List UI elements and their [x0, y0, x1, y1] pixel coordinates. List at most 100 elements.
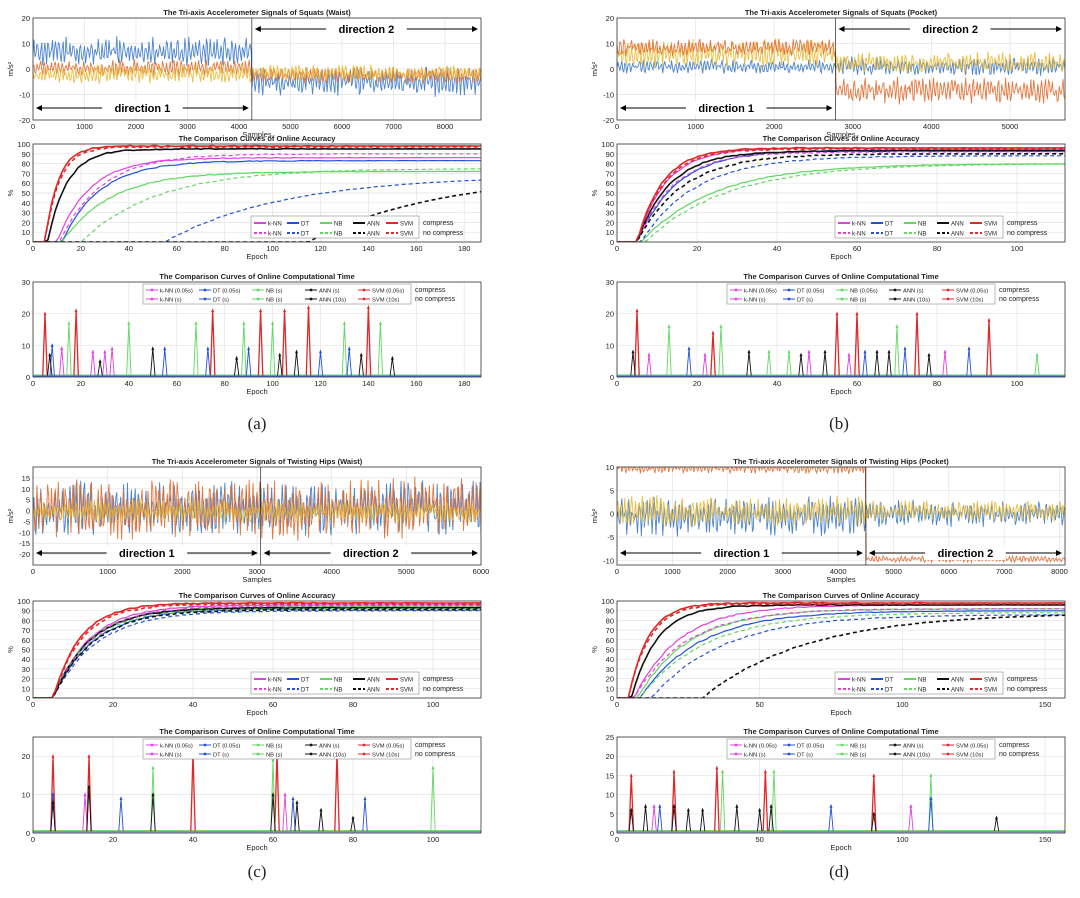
signal-chart-ylabel: m/s²	[6, 61, 15, 76]
accuracy-series-SVM no compress	[33, 145, 481, 242]
direction-2-arrow-head-left	[254, 26, 261, 32]
time-legend-marker	[946, 297, 950, 301]
time-spike-marker-ANN	[735, 803, 739, 808]
signal-chart-xtick-label: 4000	[231, 122, 248, 131]
accuracy-chart-frame	[616, 600, 1066, 699]
time-spike-marker-NB	[271, 757, 275, 762]
time-legend-label: SVM (0.05s)	[956, 743, 988, 749]
time-spike-marker-ANN	[672, 803, 676, 808]
time-chart-xtick-label: 40	[125, 379, 133, 388]
time-legend-label: SVM (0.05s)	[372, 743, 404, 749]
time-spike-marker-DT	[119, 796, 123, 801]
accuracy-legend-compress: compress	[1007, 676, 1038, 683]
time-legend-label: k-NN (s)	[160, 752, 182, 758]
accuracy-chart-ytick-label: 20	[22, 675, 30, 684]
direction-1-arrow-head-right	[826, 105, 833, 111]
signal-chart-title: The Tri-axis Accelerometer Signals of Tw…	[152, 457, 363, 466]
accuracy-chart-ytick-label: 90	[606, 150, 614, 159]
time-spike-marker-ANN	[235, 355, 239, 360]
accuracy-chart-ytick-label: 80	[22, 616, 30, 625]
direction-2-arrow-head-left	[868, 550, 875, 556]
time-spike-marker-ANN	[295, 349, 299, 354]
accuracy-series-k-NN no compress	[617, 608, 1065, 698]
time-spike-marker-DT	[687, 346, 691, 351]
accuracy-series-SVM compress	[33, 144, 481, 242]
accuracy-series-ANN compress	[33, 606, 481, 698]
accuracy-chart-xtick-label: 120	[314, 244, 327, 253]
time-legend-label: NB (s)	[850, 297, 866, 303]
accuracy-chart-ytick-label: 10	[22, 228, 30, 237]
accuracy-legend-label: NB	[918, 688, 926, 694]
accuracy-legend-compress: compress	[423, 220, 454, 227]
time-chart-title: The Comparison Curves of Online Computat…	[159, 727, 354, 736]
accuracy-legend-label: NB	[918, 222, 926, 228]
time-spike-marker-k-NN	[943, 349, 947, 354]
time-spike-marker-NB	[342, 320, 346, 325]
accuracy-chart-ylabel: %	[6, 646, 15, 653]
accuracy-chart-series-group	[33, 144, 481, 242]
accuracy-series-ANN no compress	[33, 190, 481, 242]
time-legend-marker	[893, 297, 897, 301]
time-spike-marker-SVM	[211, 308, 215, 313]
time-legend-label: DT (0.05s)	[213, 743, 240, 749]
time-legend-label: NB (s)	[266, 288, 282, 294]
accuracy-legend-label: NB	[334, 678, 342, 684]
accuracy-legend-label: SVM	[984, 678, 997, 684]
signal-chart-title: The Tri-axis Accelerometer Signals of Sq…	[745, 8, 938, 17]
accuracy-chart-ytick-label: 70	[22, 169, 30, 178]
time-legend: k-NN (0.05s) DT (0.05s) NB (s) ANN (s) SVM (…	[142, 738, 456, 760]
time-spike-marker-k-NN	[60, 346, 64, 351]
direction-1-arrow-head-left	[36, 105, 42, 111]
time-legend-label: NB (s)	[850, 752, 866, 758]
signal-chart-series-group	[33, 476, 481, 541]
time-legend-compress: compress	[415, 742, 446, 749]
signal-chart-xlabel: Samples	[826, 575, 855, 584]
accuracy-chart-frame	[32, 600, 482, 699]
time-legend-label: SVM (10s)	[956, 752, 983, 758]
accuracy-chart-xtick-label: 0	[615, 244, 619, 253]
signal-chart-xtick-label: 0	[615, 567, 619, 576]
time-spike-marker-NB	[242, 320, 246, 325]
time-chart-xtick-label: 40	[773, 379, 781, 388]
signal-chart-ytick-label: -20	[19, 550, 30, 559]
direction-2-arrow-label: direction 2	[339, 24, 395, 36]
direction-2-arrow-label: direction 2	[343, 548, 399, 560]
time-chart-xtick-label: 100	[1011, 379, 1024, 388]
time-spike-marker-k-NN	[91, 349, 95, 354]
time-legend-compress: compress	[415, 287, 446, 294]
time-legend-label: k-NN (s)	[744, 297, 766, 303]
time-chart-xtick-label: 160	[410, 379, 423, 388]
accuracy-legend-label: DT	[885, 222, 893, 228]
accuracy-chart-ytick-label: 30	[606, 209, 614, 218]
time-legend-label: SVM (10s)	[372, 752, 399, 758]
time-spike-marker-SVM	[763, 769, 767, 774]
signal-series-y-axis	[33, 476, 481, 541]
time-chart-ytick-label: 0	[26, 829, 30, 838]
accuracy-chart-ytick-label: 50	[22, 189, 30, 198]
signal-chart-ytick-label: -20	[603, 116, 614, 125]
time-spike-marker-NB	[271, 320, 275, 325]
time-chart-xtick-label: 60	[853, 379, 861, 388]
time-spike-marker-NB	[787, 349, 791, 354]
time-chart-xtick-label: 20	[77, 379, 85, 388]
accuracy-legend-label: SVM	[400, 222, 413, 228]
time-legend-marker	[362, 743, 366, 747]
signal-chart-group: -20 -10 0 10 20 0 1000 2000 3000 4000 5000 The Tri-…	[590, 8, 1066, 139]
time-legend-label: ANN (10s)	[319, 752, 346, 758]
time-spike-marker-DT	[247, 346, 251, 351]
time-chart-ytick-label: 25	[606, 733, 614, 742]
signal-chart-xtick-label: 3000	[179, 122, 196, 131]
direction-1-arrow-head-left	[620, 550, 626, 556]
time-legend-marker	[734, 297, 738, 301]
accuracy-chart-title: The Comparison Curves of Online Accuracy	[763, 591, 921, 600]
direction-2-arrow-label-bg	[330, 546, 412, 560]
time-legend-label: ANN (s)	[903, 743, 924, 749]
signal-chart-xtick-label: 5000	[282, 122, 299, 131]
time-spike-marker-NB	[1035, 352, 1039, 357]
accuracy-legend-label: ANN	[951, 678, 964, 684]
time-legend-marker	[893, 743, 897, 747]
accuracy-legend-label: NB	[918, 232, 926, 238]
signal-chart-title: The Tri-axis Accelerometer Signals of Sq…	[163, 8, 351, 17]
time-spike-marker-DT	[50, 343, 54, 347]
accuracy-chart-xtick-label: 40	[189, 700, 197, 709]
